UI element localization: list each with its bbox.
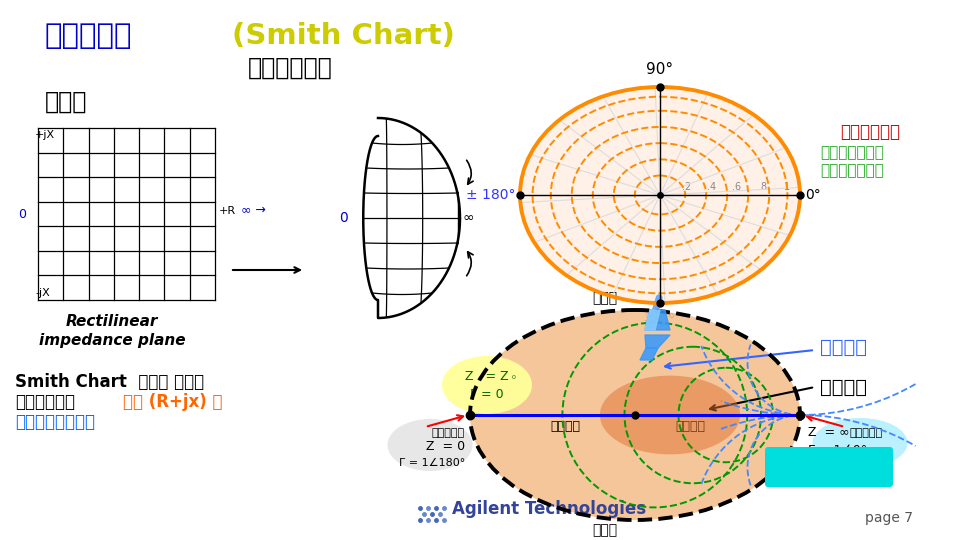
Ellipse shape [812,418,907,468]
Text: .6: .6 [732,182,741,192]
Text: ∞ →: ∞ → [241,205,266,218]
Text: page 7: page 7 [865,511,913,525]
Text: 半径：反射大小: 半径：反射大小 [820,145,884,160]
Text: (Smith Chart): (Smith Chart) [232,22,455,50]
Text: 电容区: 电容区 [592,523,617,537]
Ellipse shape [600,376,740,454]
Text: ∞: ∞ [463,211,474,225]
Text: Γ = 0: Γ = 0 [470,388,504,401]
Text: Smith Chart  圆图上 一点位: Smith Chart 圆图上 一点位 [15,373,204,391]
Text: +R: +R [219,206,236,216]
Text: +jX: +jX [35,130,55,140]
Text: impedance plane: impedance plane [38,333,185,348]
Ellipse shape [470,310,800,520]
Polygon shape [645,335,670,348]
Text: Γ = 1∠180°: Γ = 1∠180° [398,458,465,468]
Text: .4: .4 [708,182,716,192]
Text: .2: .2 [682,182,691,192]
Text: .8: .8 [757,182,767,192]
Text: ± 180°: ± 180° [466,188,515,202]
Text: Γ = 1∠0°: Γ = 1∠0° [808,443,867,456]
Text: 0°: 0° [805,188,821,202]
Text: 等电抗圆: 等电抗圆 [820,338,867,356]
Text: 对阻抗和反射: 对阻抗和反射 [248,56,332,80]
Text: （短路点）: （短路点） [432,428,465,438]
Text: Agilent Technologies: Agilent Technologies [452,500,646,518]
Text: Rectilinear: Rectilinear [66,314,158,329]
Ellipse shape [388,419,472,471]
Text: 的描述: 的描述 [45,90,87,114]
Ellipse shape [520,87,800,303]
Text: Z=R+ jx: Z=R+ jx [781,457,876,477]
Text: 反射（模和相位）: 反射（模和相位） [15,413,95,431]
Text: 小电阻区: 小电阻区 [550,421,580,434]
Text: 0: 0 [339,211,348,225]
Text: 阻抗 (R+jx) 和: 阻抗 (R+jx) 和 [123,393,223,411]
Text: ₀: ₀ [512,371,516,381]
Text: 等电阻圆: 等电阻圆 [820,377,867,396]
Text: 史密斯圆图: 史密斯圆图 [45,22,132,50]
Text: Z   = Z: Z = Z [466,369,509,382]
Polygon shape [645,310,660,330]
Text: -jX: -jX [35,288,50,298]
Text: 相角：反射相位: 相角：反射相位 [820,164,884,179]
Text: 电感区: 电感区 [592,291,617,305]
Text: 0: 0 [18,207,26,220]
Text: 等反射系数圆: 等反射系数圆 [840,123,900,141]
Text: 大电阻区: 大电阻区 [675,421,705,434]
FancyBboxPatch shape [765,447,893,487]
Text: 置反映对应的: 置反映对应的 [15,393,75,411]
Text: Z  = ∞: Z = ∞ [808,427,850,440]
Polygon shape [640,348,658,360]
Polygon shape [645,310,670,330]
Ellipse shape [442,356,532,414]
Text: Z  = 0: Z = 0 [426,441,465,454]
Text: （开路点）: （开路点） [850,428,883,438]
Text: 90°: 90° [646,62,674,77]
Text: 1: 1 [784,182,790,192]
Text: -90°: -90° [644,313,676,328]
